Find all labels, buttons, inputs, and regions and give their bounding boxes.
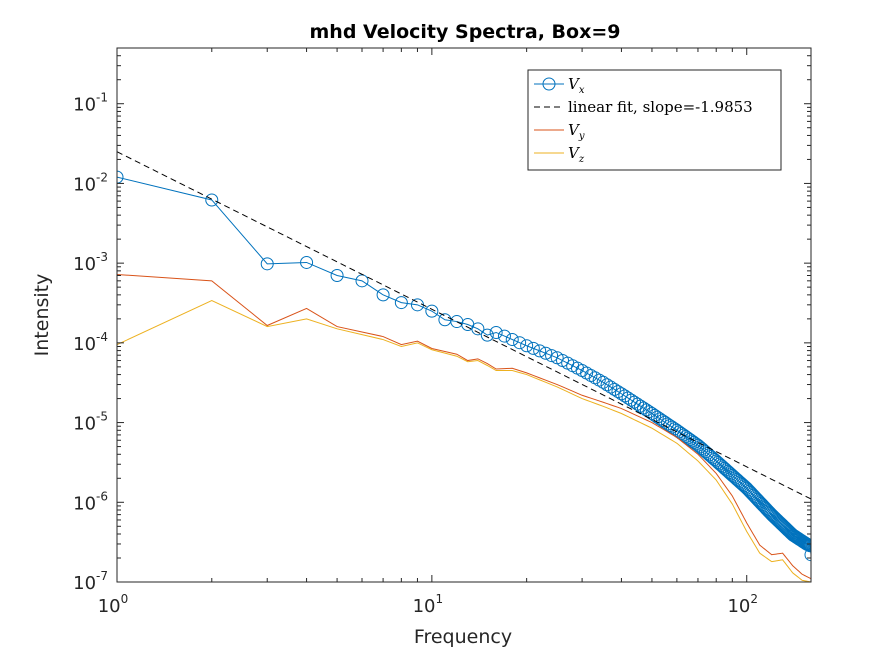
y-tick-label: 10-2	[73, 170, 108, 195]
y-axis-label: Intensity	[31, 274, 53, 357]
y-tick-label: 10-7	[73, 569, 108, 594]
series-vx-marker	[520, 339, 534, 353]
series-vz-line	[117, 299, 811, 582]
legend-marker-vx	[542, 77, 556, 91]
series-vx-marker	[300, 255, 314, 269]
series-vx-marker	[624, 393, 638, 407]
series-vx-marker	[545, 349, 559, 363]
series-vx-marker	[804, 548, 811, 562]
axes-layer: 100 101 102 10-7 10-6 10-5 10-4 10-3 10-2 10-1	[73, 47, 812, 617]
series-vx-marker	[505, 332, 519, 346]
series-layer	[117, 151, 811, 582]
series-vx-marker	[674, 426, 688, 440]
series-vx-marker	[539, 346, 553, 360]
series-vx-marker	[394, 296, 408, 310]
series-vx-marker	[425, 304, 439, 318]
legend-label-vx: Vx	[568, 75, 585, 96]
series-vx-marker	[471, 322, 485, 336]
legend-box	[527, 69, 782, 171]
y-tick-label: 10-1	[73, 91, 108, 116]
x-tick-label: 102	[727, 592, 758, 617]
series-vx-marker	[376, 288, 390, 302]
series-vx-marker	[596, 375, 610, 389]
series-vx-marker	[668, 422, 682, 436]
series-vx-marker	[604, 380, 618, 394]
series-vx-marker	[600, 378, 614, 392]
series-vx-marker	[592, 373, 606, 387]
series-vx-marker	[670, 423, 684, 437]
series-vx-marker	[526, 341, 540, 355]
series-vy-line	[117, 274, 811, 580]
series-vx-marker	[533, 344, 547, 358]
legend-label-vy: Vy	[568, 121, 585, 142]
series-vx-marker	[618, 389, 632, 403]
y-tick-label: 10-3	[73, 250, 108, 275]
series-vx-marker	[803, 539, 811, 553]
series-vx-marker	[330, 268, 344, 282]
series-vx-marker	[614, 387, 628, 401]
series-vx-marker	[513, 336, 527, 350]
legend-label-vz: Vz	[568, 144, 585, 165]
series-vx-marker	[611, 385, 625, 399]
series-vx-marker	[117, 170, 124, 184]
x-tick-label: 100	[98, 592, 129, 617]
chart-title: mhd Velocity Spectra, Box=9	[310, 21, 621, 43]
y-tick-label: 10-5	[73, 410, 108, 435]
series-vx-marker	[665, 420, 679, 434]
x-axis-label: Frequency	[414, 626, 512, 648]
series-vx-marker	[497, 329, 511, 343]
series-vx-marker	[607, 382, 621, 396]
y-tick-label: 10-4	[73, 330, 108, 355]
plot-frame	[116, 47, 812, 583]
x-tick-label: 101	[413, 592, 444, 617]
series-vx-line	[117, 176, 811, 555]
series-vx-marker	[672, 425, 686, 439]
legend-label-linear-fit: linear fit, slope=-1.9853	[568, 98, 753, 116]
series-vx-marker	[260, 257, 274, 271]
series-vx-marker	[480, 328, 494, 342]
series-vx-marker	[489, 325, 503, 339]
y-tick-label: 10-6	[73, 489, 108, 514]
series-vx-marker	[205, 193, 219, 207]
series-vx-marker	[621, 391, 635, 405]
